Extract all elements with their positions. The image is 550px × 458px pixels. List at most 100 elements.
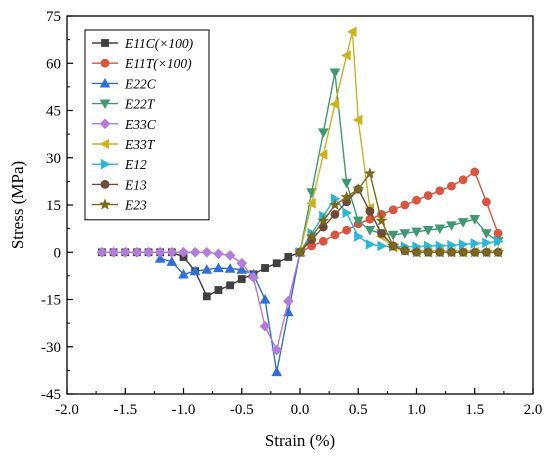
- x-tick-label: 0.5: [349, 402, 368, 418]
- data-point: [201, 246, 213, 258]
- legend-item: E23: [92, 198, 147, 213]
- legend-marker: [100, 58, 110, 68]
- data-point: [422, 226, 434, 236]
- y-tick-label: 15: [46, 198, 61, 214]
- data-point: [481, 229, 492, 239]
- data-point: [154, 253, 166, 263]
- data-point: [377, 240, 387, 252]
- data-point: [283, 295, 294, 307]
- legend-item: E11C(×100): [92, 36, 194, 51]
- data-point: [224, 250, 236, 261]
- data-point: [108, 246, 119, 258]
- data-point: [412, 195, 421, 205]
- data-point: [470, 238, 481, 249]
- legend-marker: [99, 198, 111, 210]
- data-point: [481, 197, 491, 207]
- data-point: [178, 268, 189, 279]
- y-axis-title: Stress (MPa): [8, 161, 27, 249]
- x-tick-label: 1.5: [465, 402, 484, 418]
- data-point: [434, 224, 446, 235]
- data-point: [410, 245, 423, 258]
- data-point: [226, 281, 234, 290]
- series-1: [295, 167, 503, 257]
- legend-item: E13: [92, 177, 147, 192]
- series-layer: [96, 26, 505, 377]
- data-point: [189, 265, 201, 276]
- data-point: [284, 253, 293, 261]
- data-point: [329, 98, 340, 110]
- data-point: [305, 230, 318, 242]
- x-tick-label: 1.0: [407, 402, 426, 418]
- axes-layer: -2.0 -1.5 -1.0 -0.5 0.0 0.5 1.0 1.5 2.0 -45 -30 -15…: [41, 9, 542, 418]
- data-point: [365, 239, 376, 250]
- legend-marker: [99, 99, 111, 110]
- data-point: [294, 245, 306, 258]
- data-point: [341, 50, 351, 61]
- data-point: [166, 256, 178, 266]
- data-point: [458, 175, 468, 185]
- data-point: [271, 366, 283, 377]
- data-point: [340, 190, 353, 203]
- data-point: [354, 231, 364, 242]
- data-point: [166, 246, 178, 258]
- x-axis-title: Strain (%): [265, 431, 335, 450]
- data-point: [236, 264, 248, 274]
- y-tick-label: -45: [41, 387, 61, 403]
- data-point: [317, 149, 328, 160]
- legend-item: E11T(×100): [92, 56, 192, 71]
- data-point: [411, 227, 422, 238]
- data-point: [214, 286, 223, 294]
- series-4: [96, 246, 306, 356]
- data-point: [352, 114, 363, 126]
- y-tick-label: 45: [46, 104, 61, 120]
- legend-marker: [99, 77, 111, 88]
- data-point: [352, 182, 365, 195]
- data-point: [201, 264, 213, 274]
- data-point: [342, 207, 353, 219]
- y-tick-label: 60: [46, 56, 61, 72]
- legend-item: E33T: [92, 137, 156, 152]
- legend-label: E33T: [124, 137, 156, 152]
- x-tick-label: -0.5: [230, 402, 254, 418]
- legend-label: E11C(×100): [124, 36, 194, 51]
- data-point: [493, 228, 503, 238]
- x-tick-label: -2.0: [55, 402, 79, 418]
- data-point: [482, 237, 492, 249]
- data-point: [387, 239, 400, 252]
- data-point: [272, 259, 281, 268]
- data-point: [480, 245, 493, 258]
- data-point: [224, 263, 236, 273]
- series-line: [299, 72, 499, 253]
- data-point: [375, 214, 388, 226]
- y-tick-label: -30: [41, 340, 61, 356]
- data-point: [341, 178, 352, 189]
- data-point: [446, 221, 457, 231]
- legend-item: E22C: [92, 76, 157, 91]
- legend-item: E22T: [92, 97, 156, 112]
- x-tick-label: -1.5: [113, 402, 137, 418]
- series-line: [101, 251, 301, 298]
- data-point: [131, 246, 143, 258]
- data-point: [377, 228, 386, 238]
- data-point: [189, 246, 201, 258]
- series-5: [294, 26, 503, 258]
- data-point: [398, 244, 411, 256]
- data-point: [330, 210, 340, 219]
- data-point: [387, 230, 399, 241]
- data-point: [399, 229, 411, 239]
- data-point: [493, 235, 504, 247]
- data-point: [317, 214, 330, 226]
- data-point: [457, 218, 469, 228]
- data-point: [433, 245, 446, 258]
- data-point: [119, 246, 131, 258]
- data-point: [352, 216, 364, 227]
- data-point: [365, 206, 375, 216]
- x-tick-label: 2.0: [524, 402, 543, 418]
- series-line: [299, 171, 499, 253]
- data-point: [248, 272, 259, 283]
- data-point: [213, 248, 224, 260]
- data-point: [492, 245, 505, 258]
- data-point: [202, 292, 211, 301]
- data-point: [143, 246, 154, 258]
